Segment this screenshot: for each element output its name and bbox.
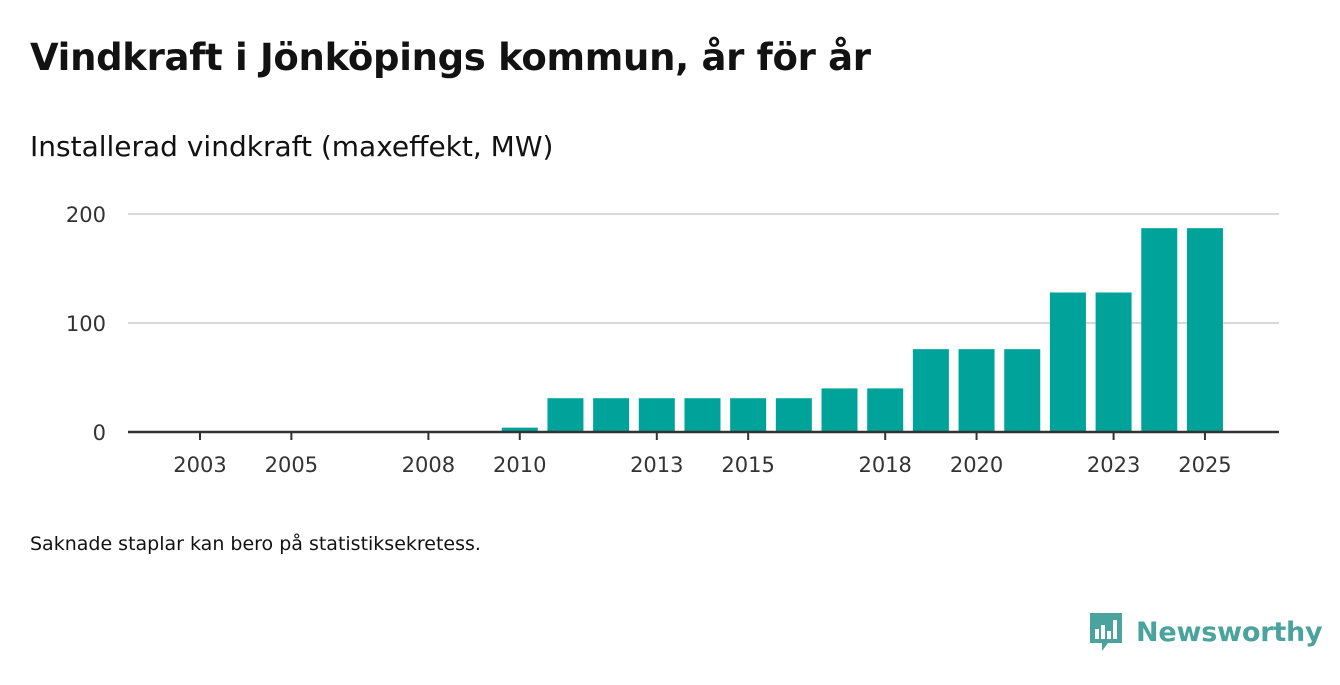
x-tick-label: 2025 xyxy=(1178,453,1231,477)
x-tick-label: 2005 xyxy=(265,453,318,477)
x-tick-label: 2023 xyxy=(1087,453,1140,477)
bar-2018[interactable] xyxy=(867,388,904,432)
bar-2010[interactable] xyxy=(501,427,538,432)
x-tick-label: 2020 xyxy=(950,453,1003,477)
x-axis-ticks: 2003 2005 2008 2010 2013 2015 2018 2020 2023 2025 xyxy=(173,432,1232,477)
footnote: Saknade staplar kan bero på statistiksek… xyxy=(30,533,481,555)
bars xyxy=(501,228,1223,432)
brand-name: Newsworthy xyxy=(1136,616,1323,648)
x-tick-label: 2018 xyxy=(858,453,911,477)
x-tick-label: 2010 xyxy=(493,453,546,477)
x-tick-label: 2015 xyxy=(721,453,774,477)
x-tick-label: 2013 xyxy=(630,453,683,477)
chart-subtitle: Installerad vindkraft (maxeffekt, MW) xyxy=(30,130,554,163)
bar-2023[interactable] xyxy=(1095,292,1132,432)
y-axis-tick-labels: 0 100 200 xyxy=(66,203,106,445)
bar-2021[interactable] xyxy=(1004,349,1041,432)
bar-2011[interactable] xyxy=(547,398,584,432)
bar-2025[interactable] xyxy=(1186,228,1223,432)
bar-2012[interactable] xyxy=(593,398,630,432)
bar-2014[interactable] xyxy=(684,398,721,432)
newsworthy-icon xyxy=(1090,613,1122,651)
bar-chart: 0 100 200 2003 2005 2008 2010 2013 2015 2018 2020… xyxy=(66,203,1279,477)
y-tick-label: 100 xyxy=(66,312,106,336)
bar-2015[interactable] xyxy=(730,398,767,432)
bar-2020[interactable] xyxy=(958,349,995,432)
bar-2022[interactable] xyxy=(1049,292,1086,432)
bar-2019[interactable] xyxy=(912,349,949,432)
bar-2016[interactable] xyxy=(775,398,812,432)
grid-lines xyxy=(128,213,1279,324)
newsworthy-logo[interactable]: Newsworthy xyxy=(1088,611,1323,653)
x-tick-label: 2008 xyxy=(402,453,455,477)
y-tick-label: 0 xyxy=(93,421,106,445)
bar-2017[interactable] xyxy=(821,388,858,432)
x-tick-label: 2003 xyxy=(173,453,226,477)
bar-2024[interactable] xyxy=(1141,228,1178,432)
y-tick-label: 200 xyxy=(66,203,106,227)
chart-title: Vindkraft i Jönköpings kommun, år för år xyxy=(30,36,871,79)
bar-2013[interactable] xyxy=(638,398,675,432)
